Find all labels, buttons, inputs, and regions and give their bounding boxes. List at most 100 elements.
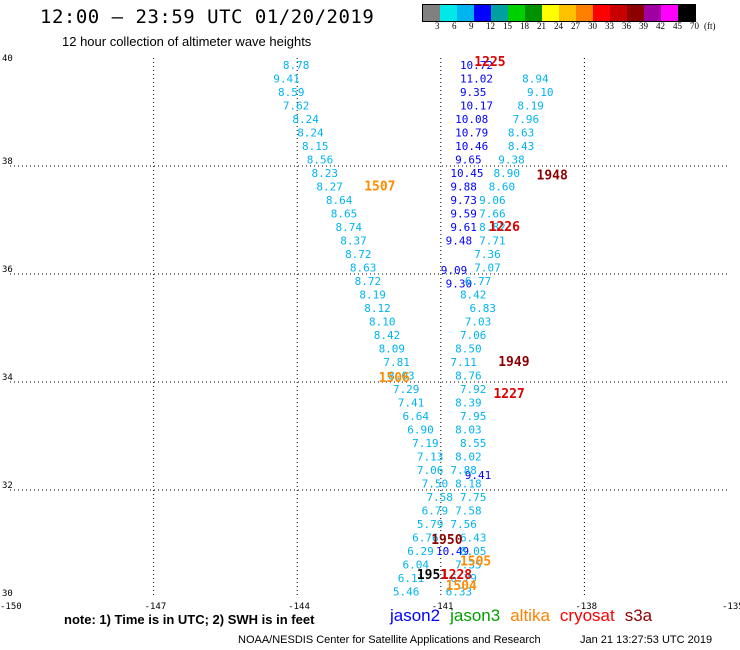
y-tick-label: 36 bbox=[2, 265, 13, 275]
wave-height-label: 8.63 bbox=[508, 126, 535, 139]
wave-height-label: 7.81 bbox=[383, 356, 410, 369]
wave-height-label: 8.39 bbox=[455, 396, 482, 409]
wave-height-label: 8.76 bbox=[455, 369, 482, 382]
footer-credit: NOAA/NESDIS Center for Satellite Applica… bbox=[238, 634, 541, 646]
color-scale-label: 39 bbox=[639, 21, 648, 31]
color-swatch bbox=[423, 5, 440, 21]
wave-height-label: 8.24 bbox=[297, 126, 324, 139]
wave-height-label: 8.02 bbox=[455, 450, 482, 463]
wave-height-label: 6.79 bbox=[422, 504, 449, 517]
satellite-legend: jason2 jason3 altika cryosat s3a bbox=[390, 606, 662, 626]
wave-height-label: 6.79 bbox=[450, 572, 477, 585]
wave-height-label: 8.09 bbox=[379, 342, 406, 355]
x-tick-label: -141 bbox=[432, 602, 454, 612]
wave-height-label: 9.88 bbox=[450, 180, 477, 193]
color-swatch bbox=[525, 5, 542, 21]
wave-height-label: 8.64 bbox=[326, 194, 353, 207]
footer-timestamp: Jan 21 13:27:53 UTC 2019 bbox=[580, 634, 713, 646]
wave-height-label: 7.56 bbox=[450, 518, 477, 531]
wave-height-label: 8.37 bbox=[340, 234, 367, 247]
color-scale-label: 27 bbox=[571, 21, 580, 31]
wave-height-label: 6.83 bbox=[470, 302, 497, 315]
x-tick-label: -147 bbox=[145, 602, 167, 612]
legend-item-jason2: jason2 bbox=[390, 606, 441, 625]
wave-height-label: 7.66 bbox=[479, 207, 506, 220]
wave-height-label: 8.65 bbox=[331, 207, 358, 220]
wave-height-label: 8.03 bbox=[455, 423, 482, 436]
color-swatch bbox=[593, 5, 610, 21]
wave-height-label: 7.88 bbox=[450, 464, 477, 477]
color-swatch bbox=[440, 5, 457, 21]
wave-height-label: 8.18 bbox=[455, 477, 482, 490]
color-scale-label: 9 bbox=[469, 21, 474, 31]
wave-height-label: 8.10 bbox=[369, 315, 396, 328]
color-scale-label: 3 bbox=[435, 21, 440, 31]
y-tick-label: 32 bbox=[2, 481, 13, 491]
color-swatch bbox=[491, 5, 508, 21]
wave-height-label: 6.43 bbox=[460, 531, 487, 544]
wave-height-label: 10.08 bbox=[455, 113, 488, 126]
wave-height-label: 10.17 bbox=[460, 99, 493, 112]
color-swatch bbox=[559, 5, 576, 21]
wave-height-label: 7.35 bbox=[455, 558, 482, 571]
wave-height-label: 10.46 bbox=[455, 140, 488, 153]
wave-height-label: 8.15 bbox=[302, 140, 329, 153]
wave-height-label: 8.03 bbox=[388, 369, 415, 382]
wave-height-label: 8.19 bbox=[517, 99, 544, 112]
wave-height-label: 8.43 bbox=[508, 140, 535, 153]
wave-height-label: 9.10 bbox=[527, 86, 554, 99]
wave-height-label: 8.42 bbox=[374, 329, 401, 342]
wave-height-label: 7.62 bbox=[283, 99, 310, 112]
color-swatch bbox=[508, 5, 525, 21]
wave-height-label: 8.72 bbox=[355, 275, 382, 288]
legend-item-s3a: s3a bbox=[624, 606, 653, 625]
color-scale-label: 6 bbox=[452, 21, 457, 31]
wave-height-label: 9.09 bbox=[441, 264, 468, 277]
wave-height-label: 7.19 bbox=[412, 437, 439, 450]
wave-height-label: 7.06 bbox=[417, 464, 444, 477]
color-scale-label: 30 bbox=[588, 21, 597, 31]
wave-height-label: 9.59 bbox=[450, 207, 477, 220]
wave-height-label: 7.95 bbox=[460, 410, 487, 423]
wave-height-label: 8.24 bbox=[292, 113, 319, 126]
color-swatch bbox=[644, 5, 661, 21]
y-tick-label: 38 bbox=[2, 157, 13, 167]
x-tick-label: -138 bbox=[575, 602, 597, 612]
wave-height-label: 8.27 bbox=[316, 180, 343, 193]
wave-height-label: 6.04 bbox=[403, 558, 430, 571]
color-scale-label: (ft) bbox=[704, 21, 716, 31]
wave-height-label: 10.72 bbox=[460, 59, 493, 72]
wave-height-label: 10.45 bbox=[450, 167, 483, 180]
wave-height-label: 7.29 bbox=[393, 383, 420, 396]
chart-title: 12:00 – 23:59 UTC 01/20/2019 bbox=[40, 6, 375, 28]
color-scale-label: 12 bbox=[486, 21, 495, 31]
wave-height-label: 8.82 bbox=[479, 221, 506, 234]
color-swatch bbox=[610, 5, 627, 21]
wave-height-label: 6.11 bbox=[398, 572, 425, 585]
wave-height-label: 8.12 bbox=[364, 302, 391, 315]
wave-height-label: 8.78 bbox=[283, 59, 310, 72]
wave-height-label: 9.30 bbox=[446, 278, 473, 291]
wave-height-label: 5.46 bbox=[393, 585, 420, 598]
color-swatch bbox=[474, 5, 491, 21]
wave-height-label: 8.42 bbox=[460, 288, 487, 301]
wave-height-label: 7.11 bbox=[450, 356, 477, 369]
wave-height-label: 9.06 bbox=[479, 194, 506, 207]
wave-height-label: 8.74 bbox=[335, 221, 362, 234]
wave-height-label: 8.60 bbox=[489, 180, 515, 193]
wave-height-label: 7.96 bbox=[513, 113, 540, 126]
color-scale-label: 15 bbox=[503, 21, 512, 31]
color-swatch bbox=[542, 5, 559, 21]
wave-height-label: 10.79 bbox=[455, 126, 488, 139]
chart-subtitle: 12 hour collection of altimeter wave hei… bbox=[62, 34, 312, 49]
wave-height-label: 7.50 bbox=[422, 477, 449, 490]
wave-height-label: 7.13 bbox=[417, 450, 444, 463]
footer-note: note: 1) Time is in UTC; 2) SWH is in fe… bbox=[64, 612, 315, 627]
time-label: 1506 bbox=[379, 371, 410, 386]
wave-height-label: 6.29 bbox=[407, 545, 434, 558]
wave-height-label: 8.94 bbox=[522, 72, 549, 85]
legend-item-altika: altika bbox=[510, 606, 550, 625]
wave-height-label: 7.92 bbox=[460, 383, 487, 396]
time-label: 1949 bbox=[498, 355, 529, 370]
wave-height-label: 7.58 bbox=[455, 504, 482, 517]
